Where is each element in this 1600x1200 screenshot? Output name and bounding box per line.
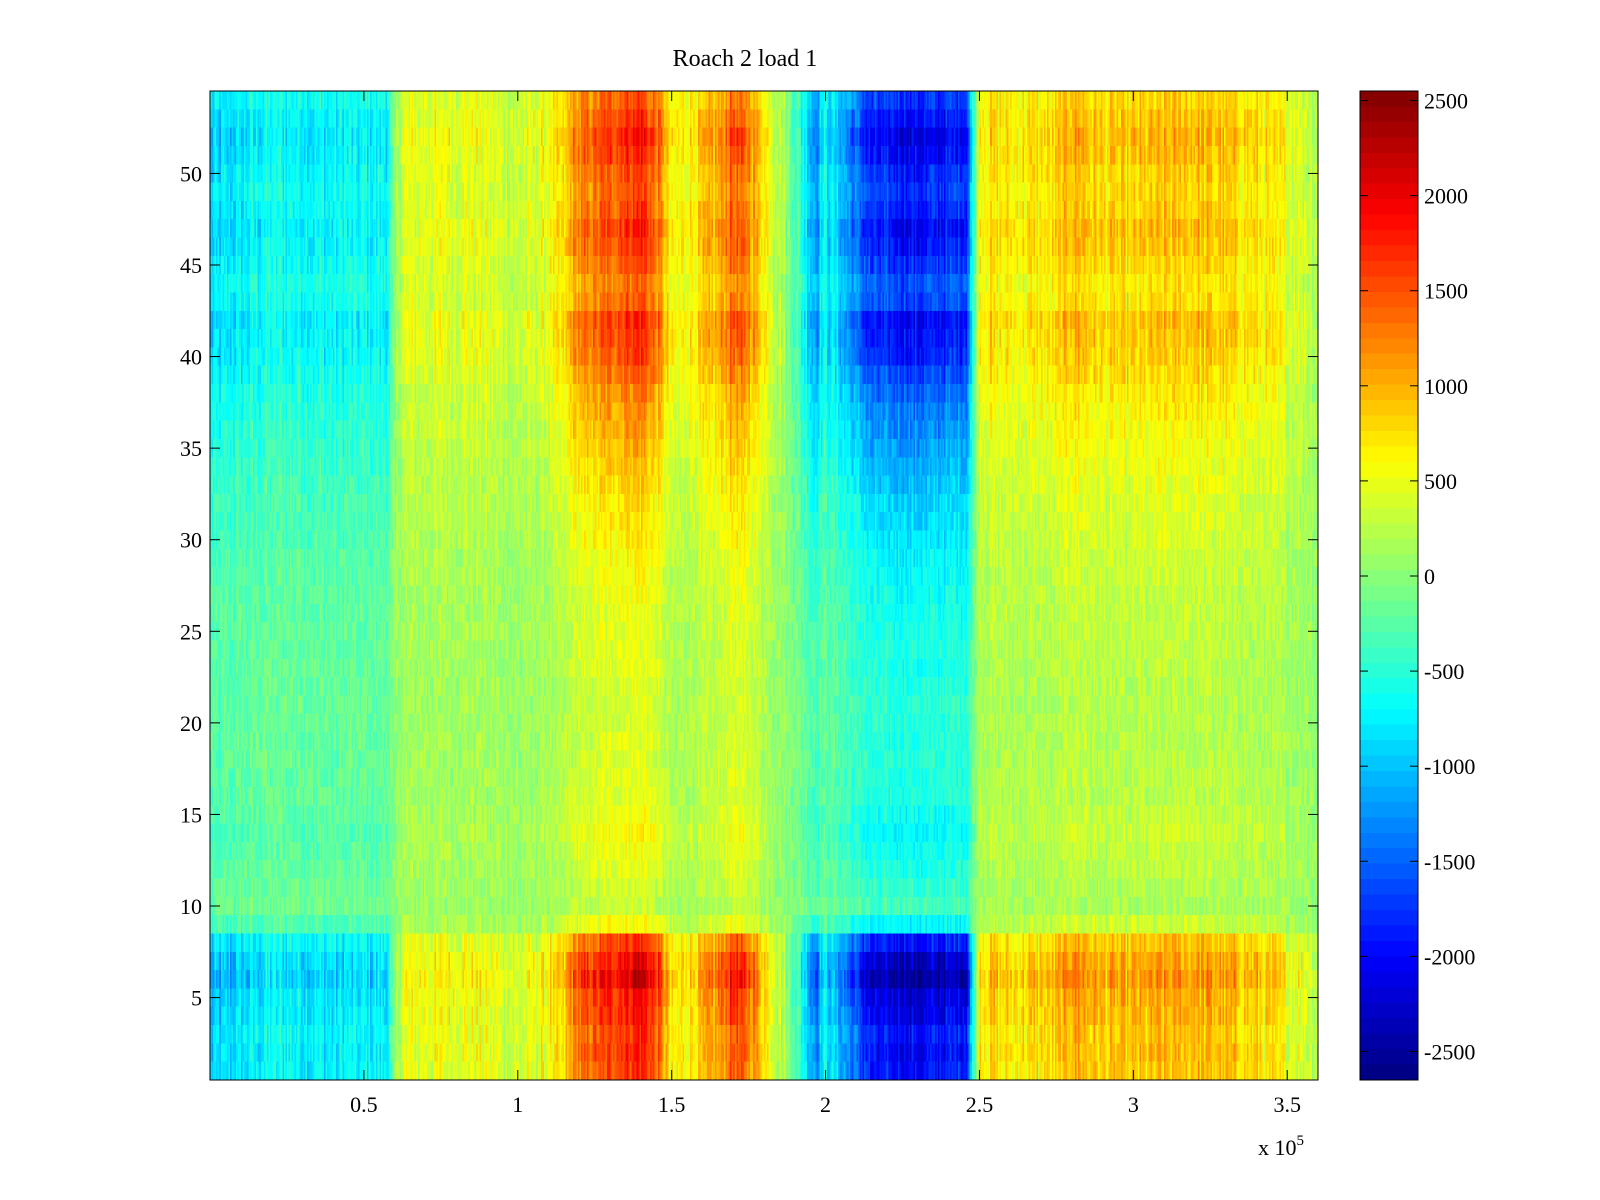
x-axis: 0.5 1 1.5 2 2.5 3 3.5: [350, 91, 1301, 1117]
colorbar-tick-label: 2000: [1424, 184, 1468, 209]
colorbar-frame: [1359, 90, 1419, 1081]
x-multiplier-base: x 10: [1258, 1135, 1297, 1160]
y-tick-label: 45: [180, 253, 202, 278]
heatmap-image: [210, 91, 1318, 1080]
colorbar-tick-label: 1000: [1424, 374, 1468, 399]
colorbar-tick-label: -2500: [1424, 1039, 1475, 1064]
colorbar-tick-label: -2000: [1424, 944, 1475, 969]
y-axis: 5 10 15 20 25 30 35 40 45 50: [180, 161, 1318, 1011]
y-tick-label: 15: [180, 802, 202, 827]
x-multiplier-exponent: 5: [1297, 1133, 1305, 1149]
y-tick-label: 5: [191, 986, 202, 1011]
y-tick-label: 30: [180, 528, 202, 553]
colorbar-tick-label: -1500: [1424, 849, 1475, 874]
y-tick-label: 10: [180, 894, 202, 919]
heatmap-plot-area: [209, 90, 1319, 1081]
colorbar-tick-label: 0: [1424, 564, 1435, 589]
y-tick-label: 40: [180, 345, 202, 370]
x-axis-multiplier: x 105: [1258, 1133, 1304, 1160]
colorbar-ticks: 2500 2000 1500 1000 500 0 -500 -1000 -1500 -2000 -…: [1360, 89, 1475, 1064]
y-tick-label: 25: [180, 619, 202, 644]
y-tick-label: 50: [180, 161, 202, 186]
colorbar-tick-label: -500: [1424, 659, 1464, 684]
colorbar: 2500 2000 1500 1000 500 0 -500 -1000 -1500 -2000 -…: [1359, 89, 1475, 1081]
colorbar-tick-label: 500: [1424, 469, 1457, 494]
plot-frame: [209, 90, 1319, 1081]
x-tick-label: 0.5: [350, 1092, 378, 1117]
x-tick-label: 2.5: [966, 1092, 994, 1117]
y-tick-label: 20: [180, 711, 202, 736]
colorbar-tick-label: 2500: [1424, 89, 1468, 114]
y-tick-label: 35: [180, 436, 202, 461]
colorbar-tick-label: 1500: [1424, 279, 1468, 304]
x-tick-label: 3: [1128, 1092, 1139, 1117]
chart-title: Roach 2 load 1: [673, 46, 818, 72]
x-tick-label: 2: [820, 1092, 831, 1117]
x-tick-label: 1: [512, 1092, 523, 1117]
colorbar-tick-label: -1000: [1424, 754, 1475, 779]
x-tick-label: 3.5: [1273, 1092, 1301, 1117]
x-tick-label: 1.5: [658, 1092, 686, 1117]
colorbar-gradient: [1360, 91, 1418, 1080]
